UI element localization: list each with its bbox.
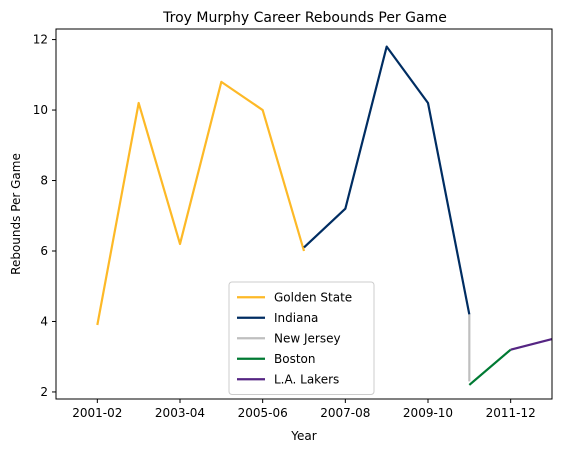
y-tick-label: 4 — [40, 314, 48, 328]
series-line-indiana — [304, 47, 469, 315]
x-tick-label: 2009-10 — [403, 406, 453, 420]
x-tick-label: 2011-12 — [486, 406, 536, 420]
x-tick-label: 2005-06 — [238, 406, 288, 420]
x-tick-label: 2001-02 — [72, 406, 122, 420]
chart-title: Troy Murphy Career Rebounds Per Game — [162, 10, 447, 26]
y-tick-label: 6 — [40, 244, 48, 258]
series-line-boston — [469, 350, 510, 385]
x-tick-label: 2007-08 — [320, 406, 370, 420]
x-axis: 2001-02 2003-04 2005-06 2007-08 2009-10 2011-… — [72, 399, 535, 420]
x-axis-title: Year — [290, 429, 316, 443]
y-axis: 2 4 6 8 10 12 — [33, 33, 56, 399]
y-tick-label: 8 — [40, 174, 48, 188]
series-line-l-a-lakers — [511, 339, 552, 350]
y-tick-label: 10 — [33, 103, 48, 117]
y-axis-title: Rebounds Per Game — [9, 153, 23, 275]
legend-label: Indiana — [274, 311, 318, 325]
y-tick-label: 12 — [33, 33, 48, 47]
legend-label: Boston — [274, 352, 315, 366]
legend-label: New Jersey — [274, 331, 341, 345]
x-tick-label: 2003-04 — [155, 406, 205, 420]
legend-label: Golden State — [274, 290, 352, 304]
y-tick-label: 2 — [40, 385, 48, 399]
legend-label: L.A. Lakers — [274, 372, 339, 386]
legend: Golden State Indiana New Jersey Boston L.A. … — [229, 282, 374, 395]
